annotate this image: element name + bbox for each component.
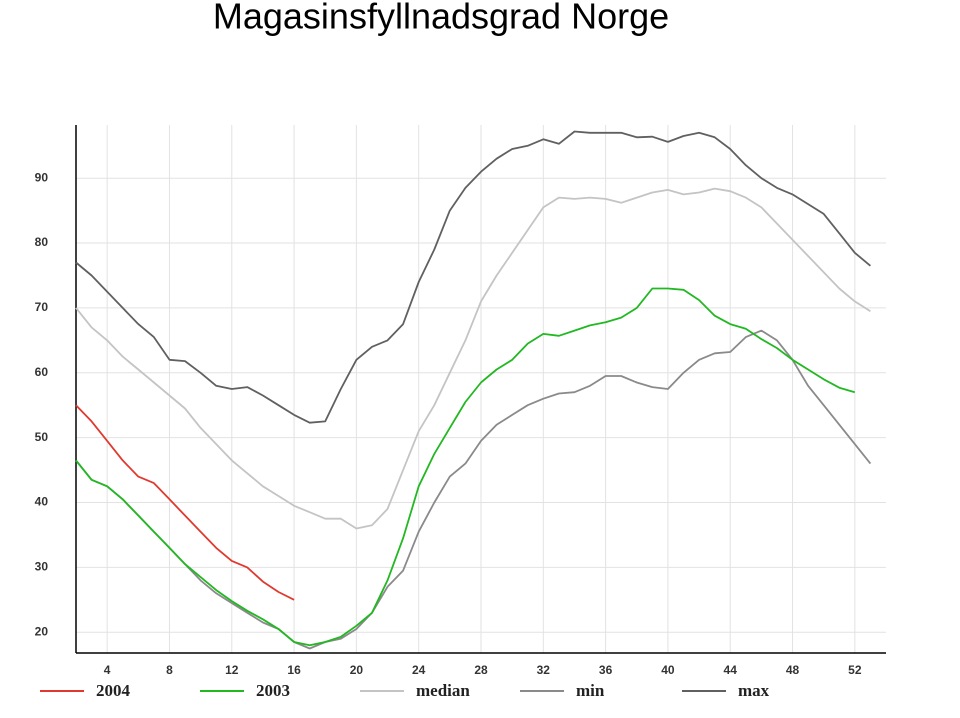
x-tick-label: 28 xyxy=(474,663,488,677)
y-tick-label: 90 xyxy=(35,170,49,184)
series-line xyxy=(75,404,295,601)
chart-title: Magasinsfyllnadsgrad Norge xyxy=(213,0,669,37)
y-tick-label: 40 xyxy=(35,495,49,509)
x-tick-label: 44 xyxy=(724,663,738,677)
series-line xyxy=(75,329,872,650)
y-tick-label: 50 xyxy=(35,430,49,444)
legend-label: 2003 xyxy=(256,681,290,700)
legend-label: max xyxy=(738,681,770,700)
x-tick-label: 12 xyxy=(225,663,239,677)
y-tick-label: 30 xyxy=(35,560,49,574)
x-tick-label: 4 xyxy=(104,663,111,677)
legend-label: median xyxy=(416,681,470,700)
x-tick-label: 36 xyxy=(599,663,613,677)
y-tick-label: 20 xyxy=(35,624,49,638)
legend-label: min xyxy=(576,681,605,700)
series-line xyxy=(75,130,871,424)
x-tick-label: 48 xyxy=(786,663,800,677)
series-line xyxy=(75,287,856,647)
series-line xyxy=(75,187,871,530)
legend-label: 2004 xyxy=(96,681,131,700)
x-tick-label: 8 xyxy=(166,663,173,677)
x-tick-label: 32 xyxy=(537,663,551,677)
y-tick-label: 80 xyxy=(35,235,49,249)
x-tick-label: 40 xyxy=(661,663,675,677)
x-tick-label: 20 xyxy=(350,663,364,677)
y-tick-label: 60 xyxy=(35,365,49,379)
y-tick-label: 70 xyxy=(35,300,49,314)
x-tick-label: 16 xyxy=(287,663,301,677)
x-tick-label: 52 xyxy=(848,663,862,677)
x-tick-label: 24 xyxy=(412,663,426,677)
